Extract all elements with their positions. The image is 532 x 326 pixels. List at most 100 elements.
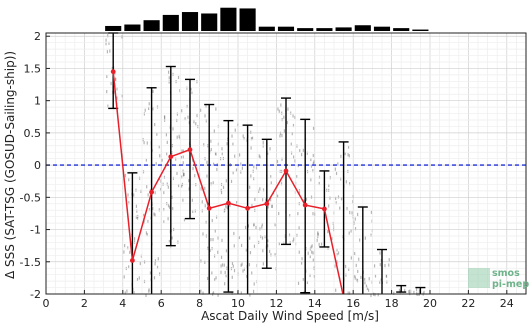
scatter-mark (229, 203, 231, 207)
scatter-mark (107, 34, 109, 38)
scatter-mark (163, 207, 165, 212)
scatter-mark (248, 263, 251, 267)
scatter-mark (283, 241, 285, 245)
scatter-mark (143, 220, 145, 224)
scatter-mark (301, 257, 303, 261)
scatter-mark (232, 264, 234, 268)
scatter-mark (267, 239, 269, 243)
scatter-mark (371, 280, 373, 284)
scatter-mark (312, 212, 314, 216)
scatter-mark (205, 220, 207, 225)
scatter-mark (204, 204, 206, 208)
scatter-mark (245, 248, 247, 252)
scatter-mark (206, 174, 208, 178)
scatter-mark (320, 242, 323, 246)
mean-point (245, 205, 251, 211)
scatter-mark (242, 134, 244, 138)
mean-point (226, 200, 231, 206)
scatter-mark (290, 142, 292, 146)
scatter-mark (155, 162, 157, 166)
scatter-mark (270, 175, 272, 179)
scatter-mark (224, 282, 226, 286)
scatter-mark (249, 185, 251, 189)
scatter-mark (213, 254, 216, 258)
scatter-mark (210, 182, 212, 186)
scatter-mark (207, 246, 209, 250)
scatter-mark (214, 229, 216, 233)
scatter-mark (354, 217, 356, 221)
scatter-mark (301, 261, 303, 265)
scatter-mark (200, 259, 202, 263)
scatter-mark (238, 235, 241, 240)
scatter-mark (297, 281, 300, 285)
scatter-mark (251, 271, 253, 275)
scatter-mark (144, 108, 146, 112)
scatter-mark (106, 50, 109, 54)
scatter-mark (154, 191, 156, 195)
scatter-mark (335, 196, 337, 201)
scatter-mark (191, 198, 193, 202)
x-tick-label: 0 (43, 297, 50, 310)
scatter-mark (310, 157, 312, 162)
scatter-mark (398, 288, 401, 292)
scatter-mark (297, 212, 299, 216)
scatter-mark (317, 233, 319, 237)
scatter-mark (296, 233, 298, 237)
scatter-mark (152, 89, 154, 94)
scatter-mark (337, 195, 340, 199)
scatter-mark (194, 174, 196, 178)
scatter-mark (269, 249, 271, 254)
scatter-mark (128, 201, 130, 205)
scatter-mark (124, 173, 127, 178)
scatter-mark (123, 250, 125, 254)
scatter-mark (181, 175, 183, 179)
scatter-mark (161, 158, 163, 162)
scatter-mark (249, 251, 252, 255)
scatter-mark (106, 90, 108, 94)
scatter-mark (147, 219, 149, 224)
scatter-mark (366, 286, 368, 290)
scatter-mark (202, 291, 204, 295)
scatter-mark (176, 135, 178, 139)
scatter-mark (305, 197, 308, 201)
scatter-mark (172, 72, 174, 77)
scatter-mark (164, 115, 166, 120)
scatter-mark (176, 112, 179, 116)
scatter-mark (393, 291, 395, 295)
scatter-mark (239, 153, 241, 157)
scatter-mark (281, 111, 283, 115)
scatter-mark (318, 175, 321, 179)
scatter-mark (212, 237, 214, 242)
histogram-bar (373, 26, 391, 31)
scatter-mark (250, 174, 252, 178)
scatter-mark (370, 210, 373, 214)
scatter-mark (240, 162, 242, 166)
histogram-bar (412, 29, 429, 31)
scatter-mark (172, 176, 175, 181)
scatter-mark (313, 274, 315, 278)
scatter-mark (184, 117, 186, 121)
histogram-bar (220, 7, 237, 32)
scatter-mark (287, 107, 289, 111)
scatter-mark (355, 263, 357, 267)
scatter-mark (278, 109, 280, 113)
scatter-mark (373, 264, 376, 268)
scatter-mark (281, 117, 283, 122)
scatter-mark (188, 187, 190, 191)
scatter-mark (347, 291, 349, 295)
scatter-mark (167, 217, 169, 221)
scatter-mark (196, 114, 198, 118)
scatter-mark (250, 146, 252, 150)
x-tick-label: 14 (308, 297, 322, 310)
scatter-mark (345, 180, 347, 184)
scatter-mark (148, 102, 150, 106)
scatter-mark (182, 155, 184, 159)
scatter-mark (388, 258, 390, 262)
scatter-mark (364, 277, 366, 282)
scatter-mark (292, 239, 294, 244)
scatter-mark (271, 204, 273, 209)
scatter-mark (293, 237, 295, 241)
scatter-mark (350, 256, 352, 260)
scatter-mark (196, 80, 198, 84)
